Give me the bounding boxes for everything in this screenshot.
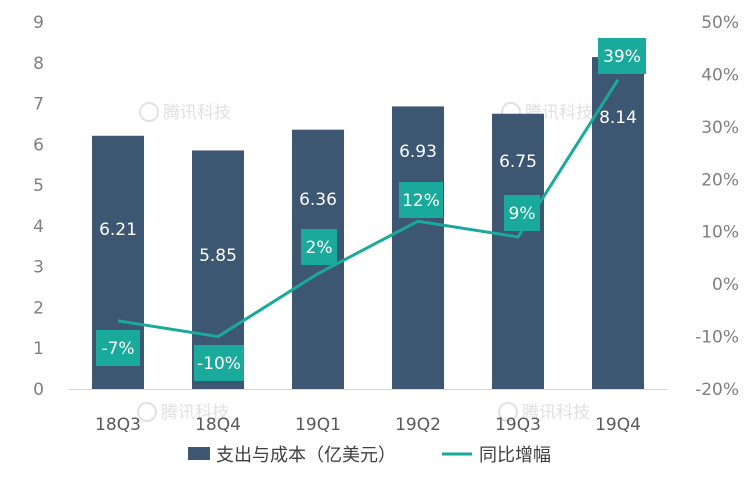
growth-label-box (399, 182, 443, 218)
category-label: 19Q1 (295, 415, 341, 435)
watermark-1: 腾讯科技 (139, 102, 231, 123)
bar-19Q3 (492, 113, 544, 389)
watermark-text: 腾讯科技 (161, 403, 229, 423)
growth-label-text: 2% (306, 238, 333, 258)
left-axis-tick-label: 1 (33, 339, 44, 359)
right-axis: -20% -10% 0% 10% 20% 30% 40% 50% (695, 13, 739, 400)
right-axis-tick-label: 50% (701, 13, 739, 33)
growth-label-text: 12% (402, 191, 440, 211)
category-label: 19Q2 (395, 415, 441, 435)
growth-label-18Q4: -10% (194, 345, 244, 381)
category-label: 19Q4 (595, 415, 641, 435)
growth-label-box (598, 38, 646, 74)
growth-label-box (301, 229, 337, 265)
growth-label-box (194, 345, 244, 381)
left-axis: 0 1 2 3 4 5 6 7 8 9 (33, 13, 44, 400)
left-axis-tick-label: 3 (33, 258, 44, 278)
bar-value-label: 6.21 (99, 220, 137, 240)
category-labels: 18Q3 18Q4 19Q1 19Q2 19Q3 19Q4 (95, 415, 641, 435)
growth-label-19Q3: 9% (504, 195, 540, 231)
left-axis-tick-label: 4 (33, 217, 44, 237)
growth-label-19Q4: 39% (598, 38, 646, 74)
category-label: 18Q4 (195, 415, 241, 435)
right-axis-tick-label: 10% (701, 223, 739, 243)
left-axis-tick-label: 2 (33, 298, 44, 318)
watermark-text: 腾讯科技 (522, 403, 590, 423)
left-axis-tick-label: 0 (33, 380, 44, 400)
left-axis-tick-label: 9 (33, 13, 44, 33)
growth-label-text: -7% (101, 339, 134, 359)
watermark-4: 腾讯科技 (498, 402, 590, 423)
left-axis-tick-label: 5 (33, 176, 44, 196)
watermark-logo-icon (137, 402, 157, 422)
growth-label-19Q1: 2% (301, 229, 337, 265)
watermark-3: 腾讯科技 (137, 402, 229, 423)
legend-swatch-bar (188, 447, 210, 460)
bar-value-label: 6.75 (499, 152, 537, 172)
bar-value-label: 6.93 (399, 142, 437, 162)
bar-19Q4 (592, 57, 644, 390)
legend-label-line: 同比增幅 (479, 445, 551, 466)
legend-label-bar: 支出与成本（亿美元） (216, 445, 396, 466)
category-label: 18Q3 (95, 415, 141, 435)
left-axis-tick-label: 7 (33, 95, 44, 115)
left-axis-tick-label: 6 (33, 135, 44, 155)
legend: 支出与成本（亿美元） 同比增幅 (188, 445, 551, 466)
growth-label-19Q2: 12% (399, 182, 443, 218)
bar-value-label: 5.85 (199, 246, 237, 266)
growth-label-text: 39% (603, 47, 641, 67)
right-axis-tick-label: 20% (701, 170, 739, 190)
growth-label-18Q3: -7% (96, 330, 140, 366)
watermark-text: 腾讯科技 (163, 103, 231, 123)
growth-label-text: 9% (509, 204, 536, 224)
watermark-logo-icon (498, 402, 518, 422)
growth-label-box (96, 330, 140, 366)
left-axis-tick-label: 8 (33, 54, 44, 74)
bar-value-label: 8.14 (599, 108, 637, 128)
growth-label-text: -10% (197, 354, 241, 374)
bar-value-labels: 6.21 5.85 6.36 6.93 6.75 8.14 (99, 108, 637, 266)
category-label: 19Q3 (495, 415, 541, 435)
growth-labels: -7% -10% 2% 12% 9% 39% (96, 38, 646, 381)
right-axis-tick-label: -10% (695, 328, 739, 348)
watermark-logo-icon (139, 102, 159, 122)
growth-label-box (504, 195, 540, 231)
bar-19Q2 (392, 106, 444, 389)
right-axis-tick-label: 0% (712, 275, 739, 295)
bar-value-label: 6.36 (299, 190, 337, 210)
right-axis-tick-label: -20% (695, 380, 739, 400)
right-axis-tick-label: 30% (701, 118, 739, 138)
right-axis-tick-label: 40% (701, 65, 739, 85)
